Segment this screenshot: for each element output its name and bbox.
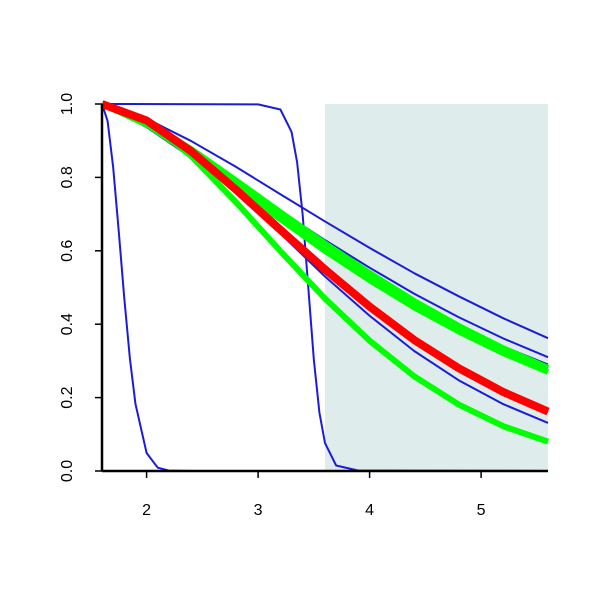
y-tick-label: 0.6 bbox=[59, 240, 76, 262]
y-tick-label: 1.0 bbox=[59, 93, 76, 115]
x-tick-label: 4 bbox=[365, 502, 374, 519]
series-line bbox=[100, 100, 550, 416]
series-line bbox=[101, 103, 549, 472]
y-tick-label: 0.0 bbox=[59, 460, 76, 482]
y-tick-label: 0.2 bbox=[59, 386, 76, 408]
y-tick-label: 0.4 bbox=[59, 313, 76, 335]
x-tick-label: 3 bbox=[254, 502, 263, 519]
x-tick-label: 5 bbox=[477, 502, 486, 519]
shaded-region bbox=[325, 104, 548, 471]
y-tick-label: 0.8 bbox=[59, 166, 76, 188]
series-line bbox=[101, 103, 549, 340]
x-tick-label: 2 bbox=[142, 502, 151, 519]
